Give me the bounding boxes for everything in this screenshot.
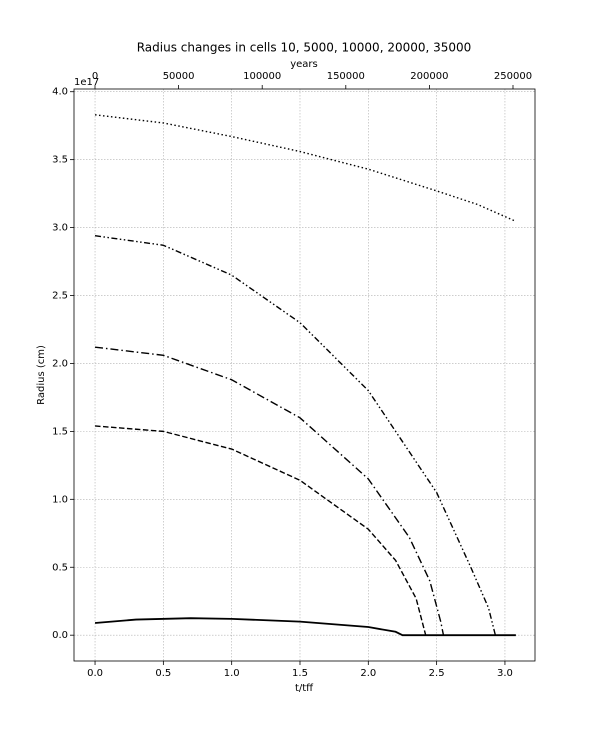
y-tick-label: 4.0	[52, 87, 68, 98]
series-line	[94, 617, 516, 637]
x-tick-label: 0.5	[155, 668, 171, 679]
x2-axis-label: years	[290, 59, 318, 70]
y-tick-label: 2.0	[52, 358, 68, 369]
x2-tick-label: 250000	[494, 71, 532, 82]
y-tick-label: 0.5	[52, 562, 68, 573]
x-tick-label: 2.0	[360, 668, 376, 679]
x-tick-label: 1.5	[292, 668, 308, 679]
y-tick-label: 1.5	[52, 426, 68, 437]
series-line	[94, 346, 445, 636]
y-tick-label: 3.5	[52, 155, 68, 166]
series-line	[94, 425, 427, 636]
y-offset-label: 1e17	[74, 77, 99, 88]
x-tick-label: 0.0	[87, 668, 103, 679]
x-tick-label: 3.0	[497, 668, 513, 679]
y-tick-label: 1.0	[52, 494, 68, 505]
y-axis-label: Radius (cm)	[36, 345, 47, 405]
y-tick-label: 2.5	[52, 291, 68, 302]
x2-tick-label: 200000	[410, 71, 448, 82]
x-tick-label: 2.5	[429, 668, 445, 679]
y-tick-label: 3.0	[52, 223, 68, 234]
x2-tick-label: 50000	[163, 71, 195, 82]
x2-tick-label: 150000	[327, 71, 365, 82]
series-line	[94, 114, 515, 222]
chart-title: Radius changes in cells 10, 5000, 10000,…	[137, 41, 472, 55]
y-tick-label: 0.0	[52, 630, 68, 641]
x-tick-label: 1.0	[224, 668, 240, 679]
x2-tick-label: 0	[92, 71, 98, 82]
x-axis-label: t/tff	[295, 683, 314, 694]
series-line	[94, 235, 497, 636]
plot-frame	[73, 88, 536, 662]
x2-tick-label: 100000	[243, 71, 281, 82]
